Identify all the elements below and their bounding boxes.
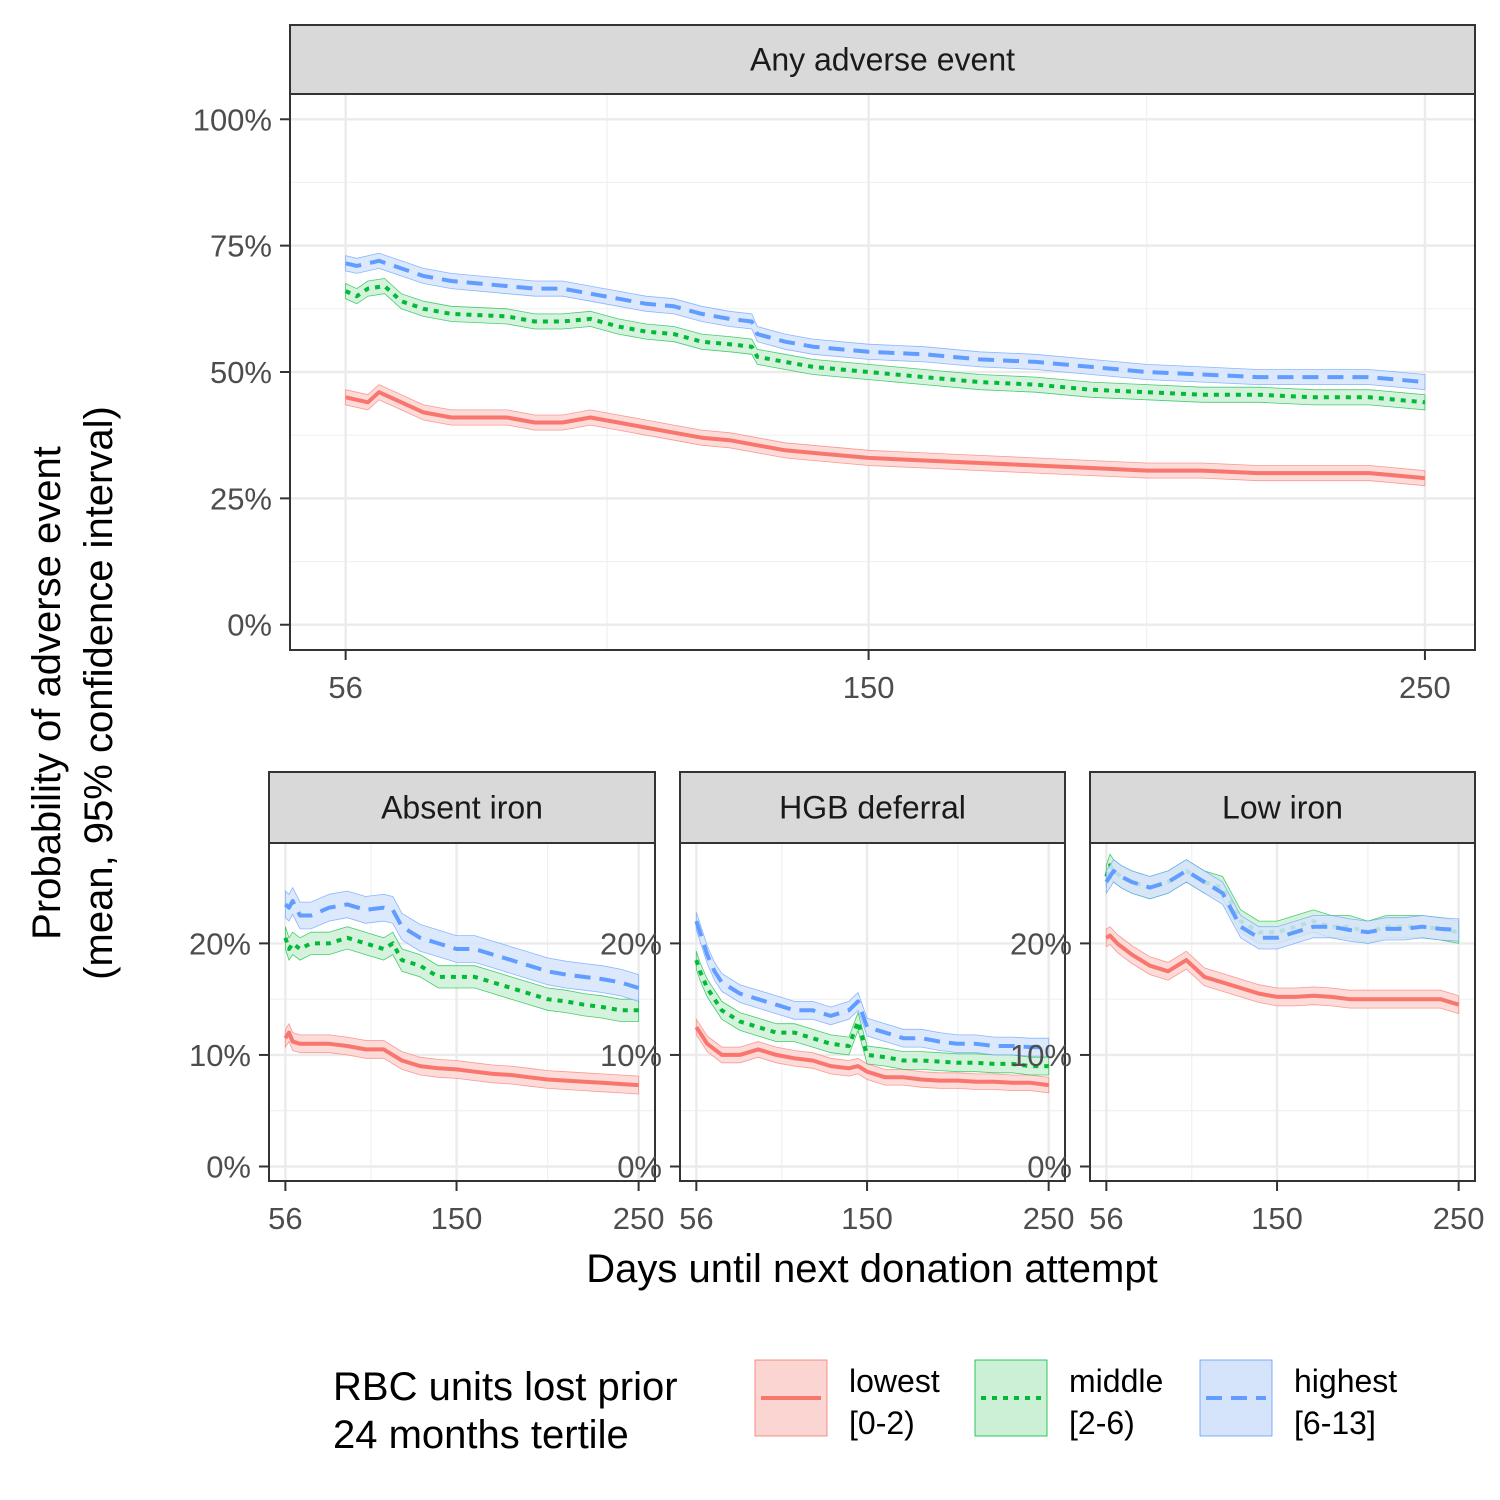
legend-title-line-2: 24 months tertile [333,1413,629,1457]
panel-any-adverse-event: Any adverse event 0% 25% 50% 75% 100% 56 150 250 [193,24,1476,705]
facet-strip [268,771,656,844]
y-tick-label: 25% [210,481,272,516]
y-tick-label: 20% [1010,926,1072,961]
y-tick-label: 100% [193,102,272,137]
ci-band-highest [1105,859,1460,950]
y-tick-label: 0% [1027,1149,1072,1184]
series-line-highest [1104,868,1459,940]
facet-strip-label: Absent iron [381,790,543,826]
y-tick-label: 20% [189,926,251,961]
legend-title-line-1: RBC units lost prior [333,1365,678,1409]
y-tick-label: 50% [210,355,272,390]
ci-band-lowest [345,384,1426,487]
x-tick-label: 150 [843,670,895,705]
series-line-lowest [1105,933,1460,1007]
y-tick-label: 20% [600,926,662,961]
series-line-middle [344,284,1426,405]
x-tick-label: 56 [1089,1201,1123,1236]
y-tick-label: 0% [206,1149,251,1184]
x-tick-label: 150 [841,1201,893,1236]
facet-strip [1089,771,1476,844]
legend-key-middle [974,1359,1048,1437]
series-line-lowest [694,1025,1049,1088]
facet-strip-label: HGB deferral [779,790,966,826]
legend: RBC units lost prior 24 months tertile l… [333,1359,1397,1457]
panel-absent-iron: Absent iron 0% 10% 20% 56 150 250 [189,771,665,1236]
x-axis-title: Days until next donation attempt [586,1247,1157,1291]
legend-label-lowest: [0-2) [849,1405,915,1441]
y-tick-label: 0% [227,608,272,643]
y-tick-label: 10% [600,1038,662,1073]
x-tick-label: 56 [679,1201,713,1236]
series-line-highest [284,899,640,990]
panel-border [1089,842,1476,1182]
panel-low-iron: Low iron 0% 10% 20% 56 150 250 [1010,771,1485,1236]
ci-band-lowest [284,1022,639,1095]
ci-band-lowest [1105,926,1460,1015]
panels-layer: Any adverse event 0% 25% 50% 75% 100% 56 150 250… [189,24,1485,1236]
x-tick-label: 250 [1023,1201,1075,1236]
y-axis-title-line-2: (mean, 95% confidence interval) [77,406,121,980]
x-tick-label: 56 [268,1201,302,1236]
legend-label-middle: [2-6) [1069,1405,1135,1441]
x-tick-label: 150 [431,1201,483,1236]
plot-background [680,843,1065,1181]
y-tick-label: 10% [1010,1038,1072,1073]
series-line-lowest [283,1030,639,1088]
y-tick-label: 75% [210,229,272,264]
series-line-lowest [345,390,1426,481]
legend-label-highest: [6-13] [1294,1405,1376,1441]
legend-keys: lowest [0-2) middle [2-6) highest [6-13] [754,1359,1397,1441]
legend-label-middle: middle [1069,1363,1163,1399]
series-line-highest [345,258,1426,385]
x-tick-label: 250 [1433,1201,1485,1236]
legend-label-lowest: lowest [849,1363,940,1399]
series-line-highest [694,920,1049,1050]
series-line-middle [283,935,639,1013]
x-tick-label: 250 [1399,670,1451,705]
legend-label-highest: highest [1294,1363,1397,1399]
plot-background [1090,843,1475,1181]
y-tick-label: 10% [189,1038,251,1073]
panel-hgb-deferral: HGB deferral 0% 10% 20% 56 150 250 [600,771,1075,1236]
panel-border [679,842,1066,1182]
facet-strip [679,771,1066,844]
x-tick-label: 150 [1251,1201,1303,1236]
facet-strip [289,24,1476,95]
x-tick-label: 56 [328,670,362,705]
ci-band-lowest [695,1017,1050,1094]
y-axis-title-line-1: Probability of adverse event [25,446,69,940]
panel-border [268,842,656,1182]
x-tick-label: 250 [613,1201,665,1236]
series-line-middle [694,959,1049,1069]
facet-strip-label: Any adverse event [750,42,1015,78]
ci-band-highest [695,912,1050,1057]
facet-strip-label: Low iron [1222,790,1343,826]
y-tick-label: 0% [617,1149,662,1184]
